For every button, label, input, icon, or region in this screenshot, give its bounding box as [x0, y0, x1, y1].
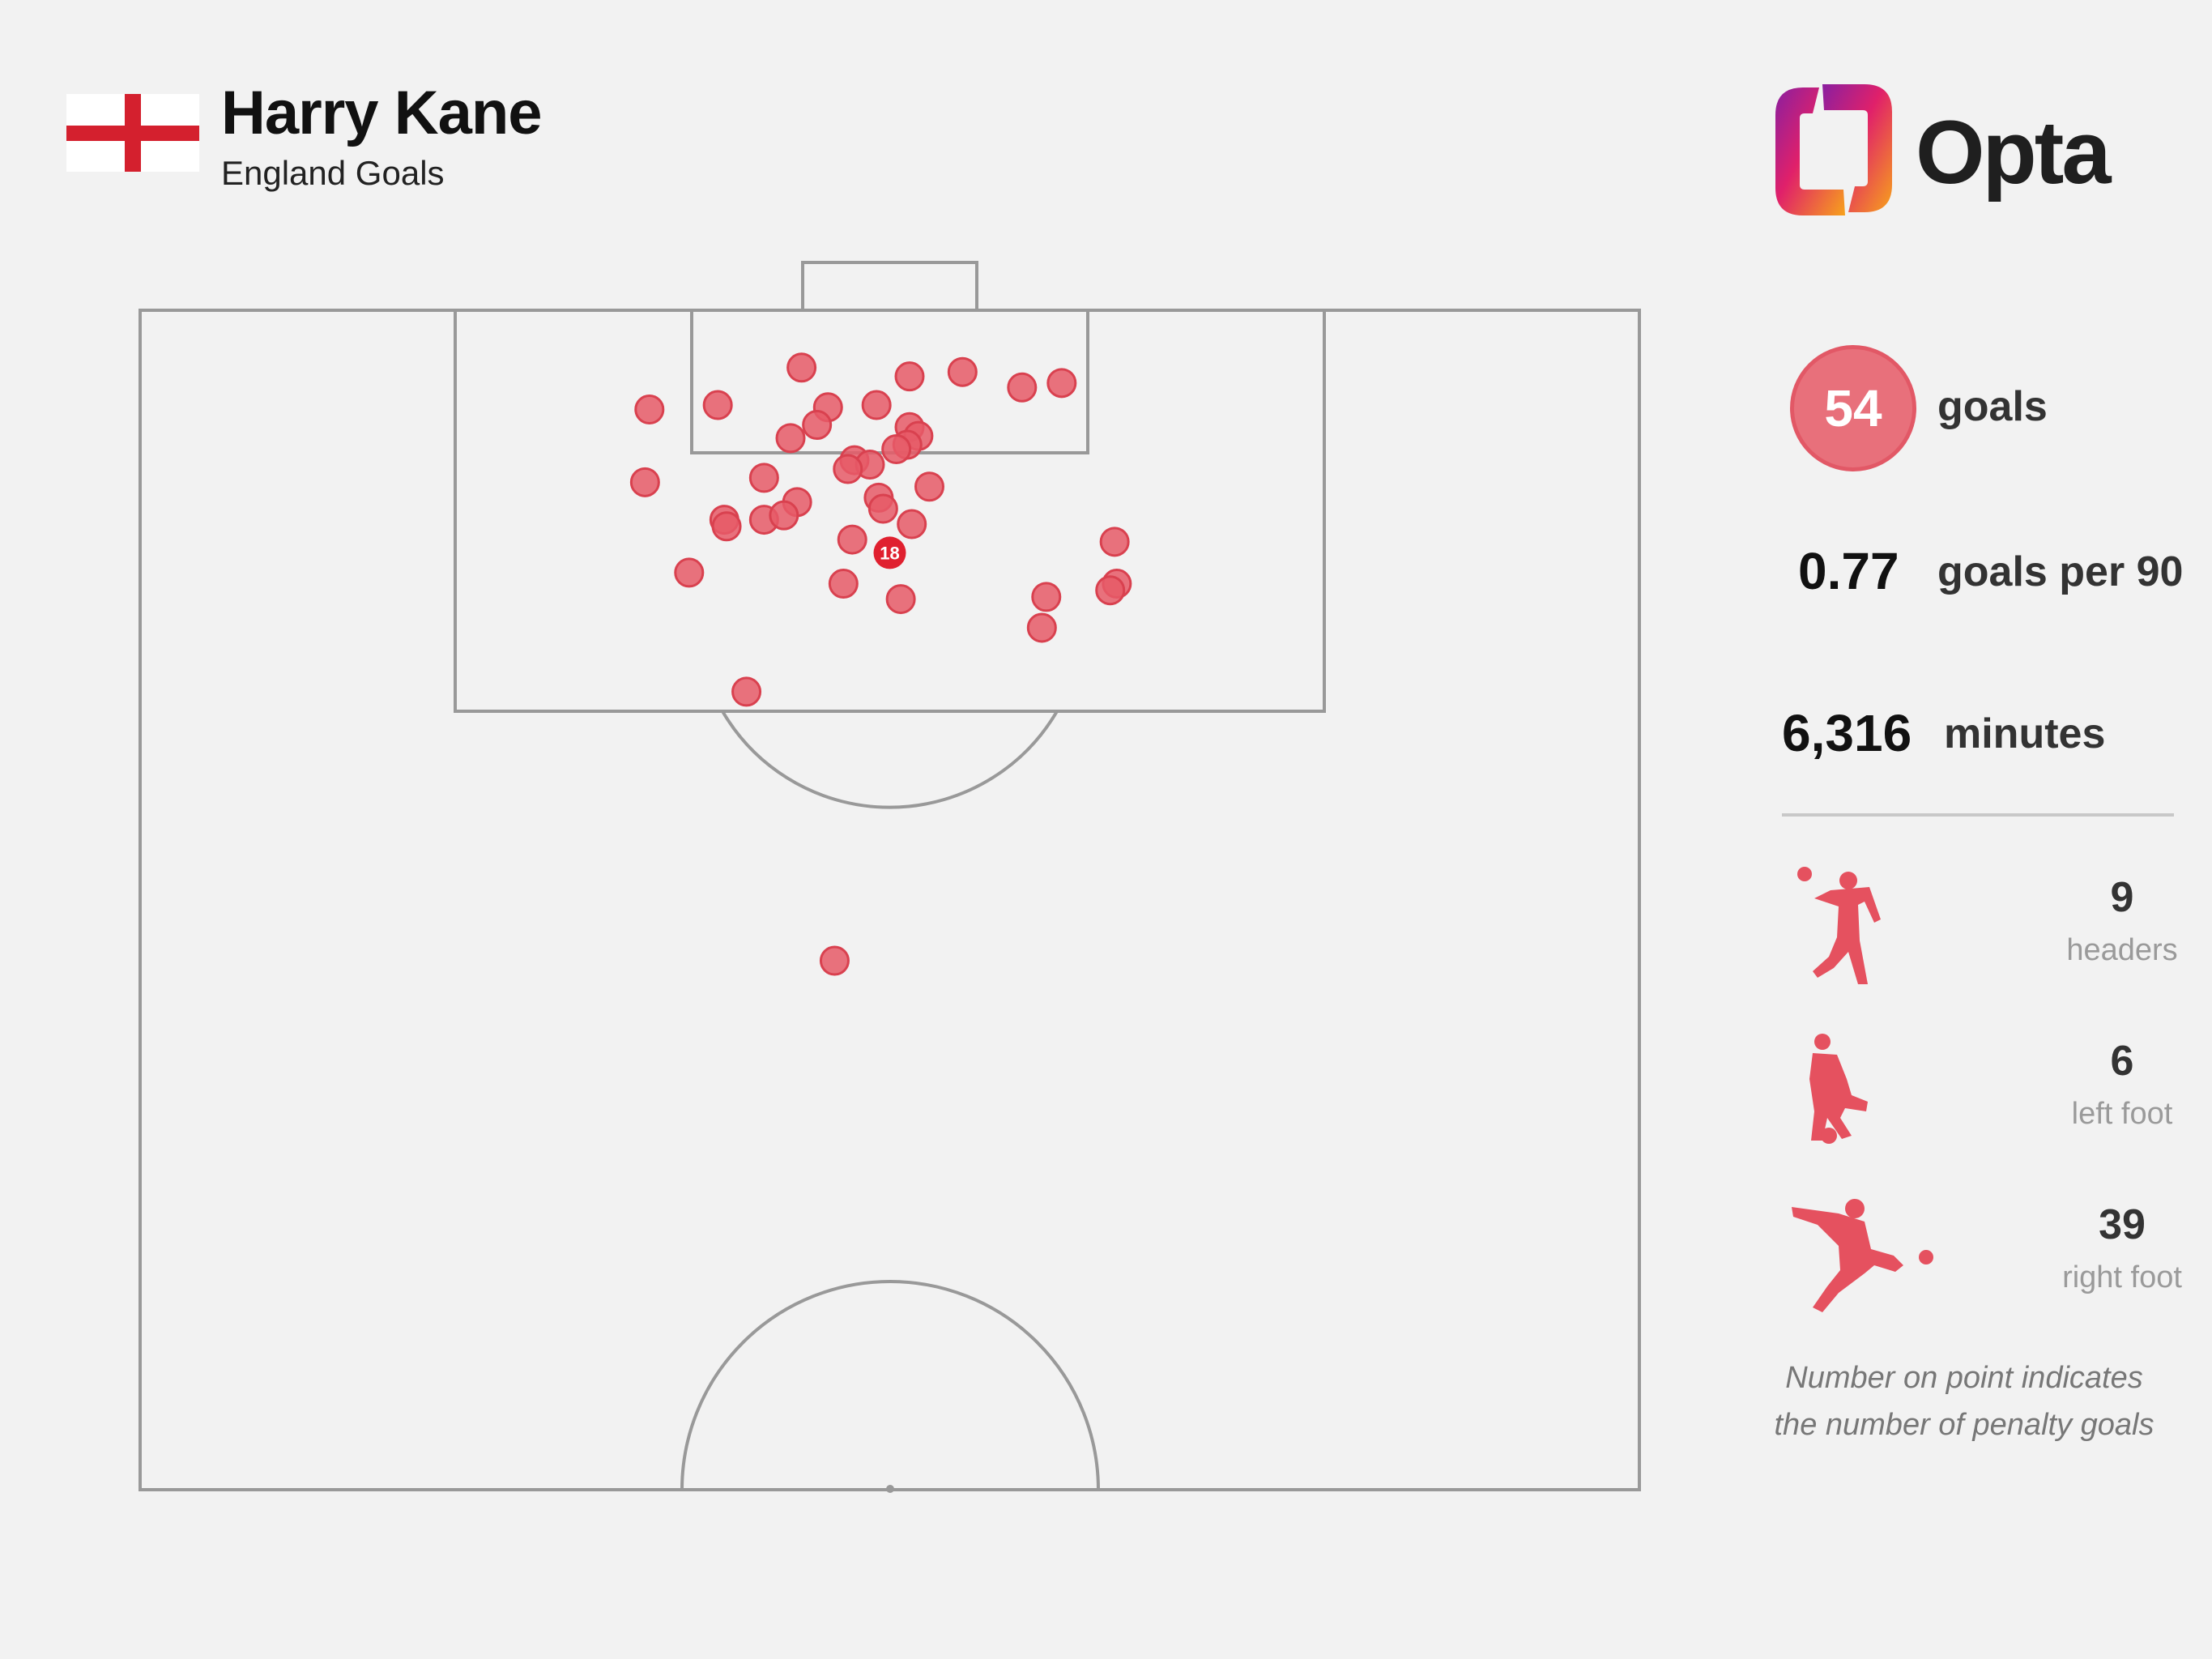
goal-frame: [801, 261, 978, 312]
goal-dot: [861, 390, 892, 420]
minutes-label: minutes: [1944, 710, 2106, 757]
footnote: Number on point indicates the number of …: [1741, 1354, 2187, 1448]
centre-spot: [886, 1485, 894, 1493]
goals-per-90-label: goals per 90: [1937, 548, 2184, 595]
penalty-arc: [721, 710, 1059, 809]
divider: [1782, 813, 2174, 817]
left-foot-label: left foot: [2071, 1097, 2173, 1131]
goal-dot: [1095, 575, 1126, 606]
left-foot-player-icon: [1809, 1034, 1868, 1144]
goal-dot: [674, 557, 705, 588]
goal-dot: [1026, 612, 1057, 643]
chart-header: Harry Kane England Goals Opta: [0, 0, 2212, 243]
footnote-line-1: Number on point indicates: [1785, 1361, 2143, 1395]
goal-dot: [769, 500, 799, 531]
header-player-icon: [1797, 867, 1881, 984]
goal-dot: [837, 524, 867, 555]
goal-dot: [819, 945, 850, 976]
goal-dot: [881, 433, 912, 464]
goal-dot: [1099, 527, 1130, 557]
goal-dot: [828, 569, 859, 599]
headers-count: 9: [2110, 874, 2134, 921]
goal-dot: [629, 467, 660, 497]
goal-dot: [867, 493, 898, 524]
goal-dot: [802, 410, 833, 441]
goal-dot: [731, 676, 762, 707]
goal-dot: [885, 584, 916, 615]
goals-label: goals: [1937, 383, 2048, 430]
goal-dot: [894, 361, 925, 392]
goal-dot: [1031, 582, 1062, 612]
opta-logo-icon: [1775, 84, 1892, 215]
pitch-map: 18: [139, 261, 1641, 1493]
goal-dot: [786, 352, 817, 383]
right-foot-player-icon: [1792, 1199, 1933, 1312]
goal-dot: [833, 454, 863, 484]
right-foot-count: 39: [2099, 1201, 2146, 1248]
headers-label: headers: [2066, 933, 2178, 967]
pitch-outline: [139, 309, 1641, 1491]
centre-circle: [680, 1280, 1100, 1491]
left-foot-count: 6: [2110, 1038, 2134, 1085]
goal-dot: [711, 511, 742, 542]
opta-brand-name: Opta: [1916, 103, 2112, 203]
total-goals-badge: 54: [1790, 345, 1916, 471]
goal-dot: [1007, 372, 1038, 403]
goal-dot: [897, 509, 927, 539]
goal-dot: [947, 356, 978, 387]
goals-per-90-value: 0.77: [1798, 542, 1899, 600]
goal-dot: [702, 390, 733, 420]
chart-subtitle: England Goals: [221, 154, 445, 192]
penalty-goal-dot: [873, 536, 906, 569]
player-name: Harry Kane: [221, 79, 543, 147]
goal-dot: [1046, 368, 1077, 399]
goal-dot: [914, 471, 944, 502]
goal-dot: [634, 394, 665, 424]
right-foot-label: right foot: [2062, 1260, 2182, 1294]
stats-panel: 54 goals 0.77 goals per 90 6,316 minutes…: [1758, 324, 2195, 1474]
england-flag-icon: [66, 94, 199, 172]
goal-dot: [775, 423, 806, 454]
footnote-line-2: the number of penalty goals: [1774, 1408, 2154, 1442]
penalty-goal-count-label: 18: [880, 543, 899, 563]
minutes-value: 6,316: [1782, 704, 1912, 762]
goal-dots: 18: [629, 352, 1132, 976]
goal-dot: [748, 463, 779, 493]
